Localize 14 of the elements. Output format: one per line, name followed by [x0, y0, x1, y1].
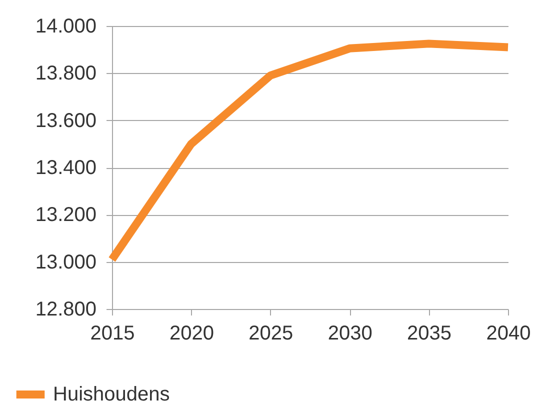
y-tick-label: 12.800: [35, 298, 96, 320]
y-tick-label: 13.600: [35, 110, 96, 132]
x-tick-label: 2035: [407, 322, 452, 344]
x-tick-label: 2040: [486, 322, 531, 344]
y-tick-label: 14.000: [35, 16, 96, 38]
y-tick-label: 13.200: [35, 204, 96, 226]
y-tick-label: 13.000: [35, 251, 96, 274]
x-tick-label: 2020: [169, 322, 214, 344]
x-tick-label: 2030: [328, 322, 372, 344]
x-tick-label: 2015: [90, 322, 135, 344]
x-tick-label: 2025: [248, 322, 294, 344]
y-tick-label: 13.800: [35, 62, 96, 85]
legend-label: Huishoudens: [53, 384, 170, 405]
y-tick-label: 13.400: [35, 157, 96, 179]
